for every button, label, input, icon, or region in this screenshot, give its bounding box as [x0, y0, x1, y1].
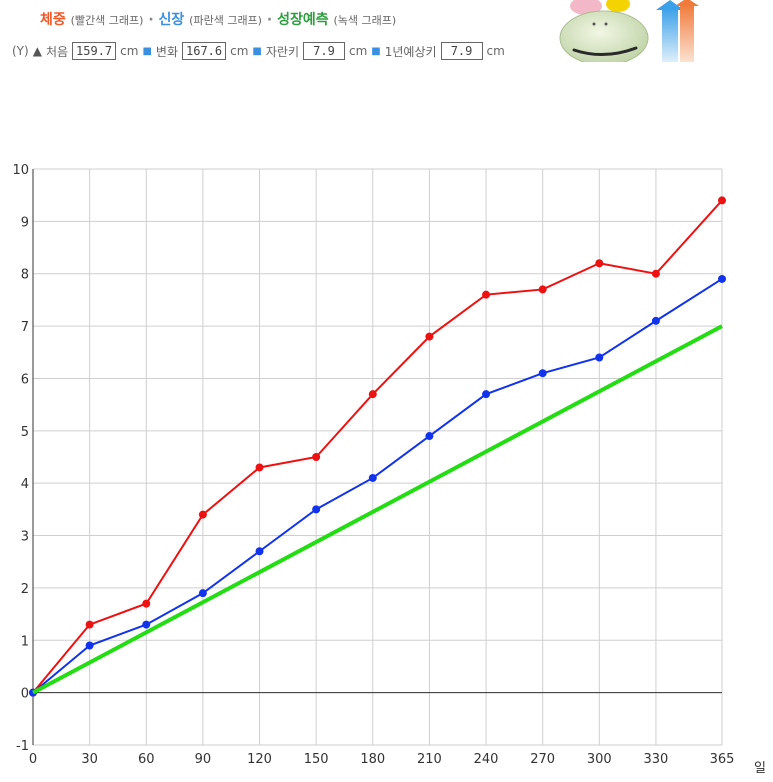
- height-point: [368, 473, 377, 482]
- y-tick-label: -1: [16, 739, 29, 754]
- height-point: [142, 620, 151, 629]
- weight-point: [718, 196, 726, 205]
- grown-value-box: 7.9: [303, 42, 345, 60]
- x-tick-label: 210: [417, 752, 442, 767]
- weight-point: [425, 332, 434, 341]
- y-tick-label: 1: [21, 634, 29, 649]
- y-tick-label: 0: [21, 687, 29, 702]
- x-tick-label: 240: [474, 752, 499, 767]
- weight-point: [142, 599, 151, 608]
- height-point: [595, 353, 604, 362]
- x-tick-label: 60: [138, 752, 155, 767]
- x-axis-label: 일: [754, 761, 766, 776]
- height-point: [312, 505, 321, 514]
- weight-line: [32, 199, 723, 694]
- weight-point: [482, 290, 491, 299]
- x-tick-label: 0: [29, 752, 37, 767]
- legend-height-note: (파란색 그래프): [189, 14, 262, 27]
- height-line: [32, 278, 723, 694]
- bullet-icon: ■: [142, 45, 152, 57]
- chart-axes: [32, 169, 722, 745]
- height-point: [198, 589, 207, 598]
- forecast-line: [32, 324, 723, 695]
- bullet-icon: ■: [252, 45, 262, 57]
- y-tick-label: 6: [21, 372, 29, 387]
- first-label: 처음: [45, 44, 69, 59]
- unit-label: cm: [486, 44, 505, 58]
- legend-forecast-label: 성장예측: [277, 12, 329, 28]
- weight-point: [198, 510, 207, 519]
- weight-point: [538, 285, 547, 294]
- change-value-box: 167.6: [182, 42, 227, 60]
- x-tick-label: 365: [710, 752, 735, 767]
- unit-label: cm: [120, 44, 139, 58]
- change-label: 변화: [155, 44, 178, 59]
- weight-point: [312, 453, 321, 461]
- unit-label: cm: [349, 44, 368, 58]
- legend-weight-note: (빨간색 그래프): [70, 14, 144, 27]
- x-tick-label: 30: [81, 752, 98, 767]
- legend-weight-label: 체중: [40, 12, 66, 28]
- x-tick-label: 330: [644, 752, 669, 767]
- unit-label: cm: [230, 44, 249, 58]
- y-tick-label: 2: [21, 582, 29, 597]
- y-tick-label: 7: [21, 320, 29, 335]
- growth-info-bar: (Y) ▲ 처음 159.7 cm ■ 변화 167.6 cm ■ 자란키 7.…: [12, 42, 505, 60]
- first-value-box: 159.7: [72, 42, 117, 60]
- y-tick-label: 3: [21, 530, 29, 545]
- height-point: [255, 547, 264, 556]
- y-tick-label: 5: [21, 425, 29, 440]
- x-tick-label: 150: [304, 752, 329, 767]
- weight-point: [368, 390, 377, 399]
- yearly-label: 1년예상키: [384, 44, 437, 59]
- height-point: [718, 274, 726, 283]
- height-point: [651, 316, 660, 325]
- x-tick-label: 90: [195, 752, 212, 767]
- legend-forecast-note: (녹색 그래프): [333, 14, 397, 27]
- height-point: [85, 641, 94, 650]
- up-arrow-icon: ▲: [32, 44, 42, 58]
- x-tick-label: 120: [247, 752, 272, 767]
- x-tick-label: 300: [587, 752, 612, 767]
- axis-tag: (Y): [12, 44, 29, 58]
- weight-point: [85, 620, 94, 629]
- height-point: [482, 390, 491, 399]
- height-point: [538, 369, 547, 378]
- legend-height-label: 신장: [158, 12, 185, 28]
- chart-legend: 체중 (빨간색 그래프) · 신장 (파란색 그래프) · 성장예측 (녹색 그…: [40, 9, 396, 29]
- weight-point: [255, 463, 264, 472]
- y-tick-label: 9: [21, 215, 29, 230]
- grown-label: 자란키: [265, 44, 299, 59]
- weight-point: [651, 269, 660, 278]
- chart-grid: [32, 168, 723, 746]
- legend-separator: ·: [261, 12, 278, 28]
- x-tick-label: 180: [360, 752, 385, 767]
- bullet-icon: ■: [371, 45, 381, 57]
- height-point: [425, 432, 434, 441]
- chart-series: [29, 196, 726, 697]
- weight-point: [595, 259, 604, 268]
- x-tick-label: 270: [530, 752, 555, 767]
- mascot-image: [559, 0, 699, 62]
- y-tick-label: 8: [21, 268, 29, 283]
- legend-separator: ·: [143, 12, 159, 28]
- y-tick-label: 10: [12, 163, 29, 178]
- yearly-value-box: 7.9: [440, 42, 483, 60]
- y-tick-label: 4: [21, 477, 29, 492]
